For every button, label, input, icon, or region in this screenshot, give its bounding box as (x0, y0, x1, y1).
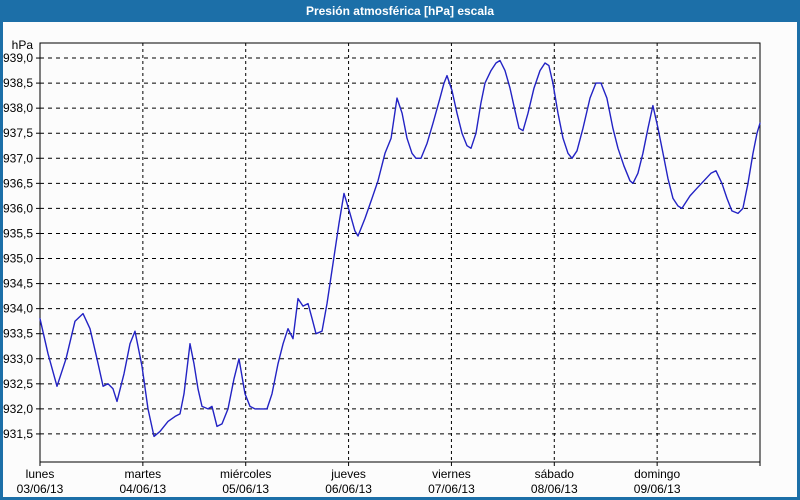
x-day-label: miércoles (220, 467, 271, 481)
x-date-label: 04/06/13 (119, 482, 166, 496)
x-day-label: jueves (330, 467, 366, 481)
x-date-label: 09/06/13 (634, 482, 681, 496)
y-tick-label: 936,5 (3, 176, 33, 190)
x-date-label: 05/06/13 (222, 482, 269, 496)
chart-title: Presión atmosférica [hPa] escala (306, 4, 494, 18)
x-day-label: sábado (535, 467, 575, 481)
x-day-label: viernes (432, 467, 471, 481)
y-tick-label: 938,5 (3, 76, 33, 90)
y-tick-label: 934,0 (3, 302, 33, 316)
chart-background (3, 22, 797, 497)
y-axis-unit-label: hPa (12, 38, 34, 52)
plot-border (39, 42, 761, 463)
y-tick-label: 931,5 (3, 427, 33, 441)
y-tick-label: 935,5 (3, 226, 33, 240)
y-tick-label: 933,5 (3, 327, 33, 341)
y-tick-label: 937,5 (3, 126, 33, 140)
x-date-label: 08/06/13 (531, 482, 578, 496)
y-tick-label: 934,5 (3, 277, 33, 291)
y-tick-label: 932,5 (3, 377, 33, 391)
y-tick-label: 932,0 (3, 402, 33, 416)
plot-area: 939,0 938,5 938,0 937,5 937,0 936,5 936,0 935,5… (3, 38, 761, 496)
x-day-label: lunes (26, 467, 55, 481)
pressure-series-line (39, 59, 761, 438)
y-tick-label: 939,0 (3, 51, 33, 65)
x-date-label: 03/06/13 (17, 482, 64, 496)
x-day-label: domingo (634, 467, 680, 481)
title-bar (0, 0, 800, 22)
y-tick-label: 933,0 (3, 352, 33, 366)
y-tick-label: 937,0 (3, 151, 33, 165)
x-day-label: martes (125, 467, 162, 481)
y-tick-label: 936,0 (3, 201, 33, 215)
x-date-label: 06/06/13 (325, 482, 372, 496)
x-date-label: 07/06/13 (428, 482, 475, 496)
y-tick-label: 935,0 (3, 252, 33, 266)
y-tick-label: 938,0 (3, 101, 33, 115)
